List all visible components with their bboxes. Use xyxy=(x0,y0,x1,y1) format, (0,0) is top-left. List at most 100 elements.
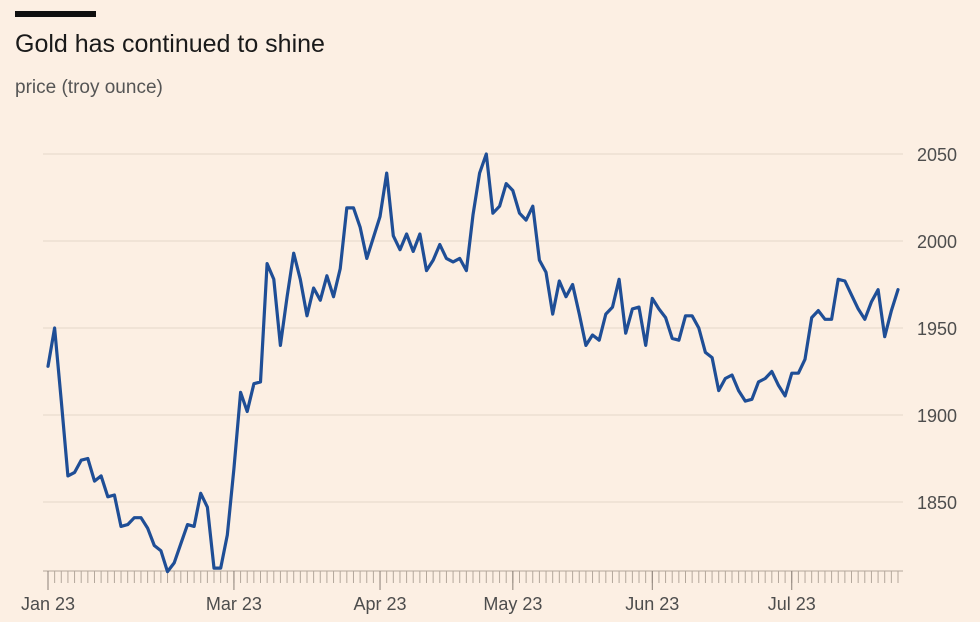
data-point xyxy=(564,295,568,299)
data-point xyxy=(717,389,721,393)
data-point xyxy=(352,206,356,210)
data-point xyxy=(757,380,761,384)
data-point xyxy=(186,523,190,527)
data-point xyxy=(438,243,442,247)
data-point xyxy=(338,267,342,271)
data-point xyxy=(219,566,223,570)
data-point xyxy=(79,458,83,462)
x-tick-label: Jun 23 xyxy=(625,594,679,614)
data-point xyxy=(66,474,70,478)
data-point xyxy=(657,307,661,311)
data-point xyxy=(391,234,395,238)
data-point xyxy=(265,262,269,266)
x-tick-label: Mar 23 xyxy=(206,594,262,614)
data-point xyxy=(278,343,282,347)
data-point xyxy=(670,336,674,340)
data-point xyxy=(478,171,482,175)
data-point xyxy=(146,526,150,530)
data-point xyxy=(53,326,57,330)
data-point xyxy=(86,457,90,461)
data-point xyxy=(245,410,249,414)
y-axis-labels: 1850 1900 1950 2000 2050 xyxy=(917,145,957,513)
data-point xyxy=(199,491,203,495)
data-point xyxy=(684,314,688,318)
data-point xyxy=(405,232,409,236)
data-point xyxy=(179,542,183,546)
data-point xyxy=(504,182,508,186)
data-point xyxy=(411,249,415,253)
data-point xyxy=(604,312,608,316)
data-point xyxy=(577,312,581,316)
data-point xyxy=(856,307,860,311)
data-point xyxy=(690,314,694,318)
x-tick-label: Jul 23 xyxy=(768,594,816,614)
data-point xyxy=(637,305,641,309)
data-point xyxy=(46,364,50,368)
data-point xyxy=(498,204,502,208)
data-point xyxy=(863,317,867,321)
data-point xyxy=(611,305,615,309)
data-point xyxy=(365,256,369,260)
data-point xyxy=(644,343,648,347)
data-point xyxy=(896,288,900,292)
y-tick-label: 1850 xyxy=(917,493,957,513)
chart-title: Gold has continued to shine xyxy=(15,30,325,58)
data-point xyxy=(624,331,628,335)
x-axis: Jan 23 Mar 23 Apr 23 May 23 Jun 23 Jul 23 xyxy=(21,570,903,614)
data-point xyxy=(557,279,561,283)
data-point xyxy=(385,171,389,175)
data-point xyxy=(650,296,654,300)
top-accent-bar xyxy=(15,11,96,17)
data-point xyxy=(544,270,548,274)
data-point xyxy=(777,383,781,387)
data-point xyxy=(750,397,754,401)
data-point xyxy=(59,399,63,403)
data-point xyxy=(889,309,893,313)
data-point xyxy=(876,288,880,292)
data-point xyxy=(551,312,555,316)
data-point xyxy=(318,298,322,302)
data-point xyxy=(677,338,681,342)
data-point xyxy=(591,333,595,337)
data-point xyxy=(743,399,747,403)
data-point xyxy=(252,382,256,386)
data-point xyxy=(225,533,229,537)
data-point xyxy=(259,380,263,384)
data-point xyxy=(292,251,296,255)
data-point xyxy=(571,283,575,287)
x-tick-label: Apr 23 xyxy=(354,594,407,614)
data-point xyxy=(159,549,163,553)
data-point xyxy=(192,524,196,528)
data-point xyxy=(464,269,468,273)
data-point xyxy=(99,474,103,478)
gold-price-line xyxy=(46,152,900,574)
data-point xyxy=(790,371,794,375)
data-point xyxy=(458,256,462,260)
data-point xyxy=(139,516,143,520)
y-tick-label: 2050 xyxy=(917,145,957,165)
data-point xyxy=(345,206,349,210)
data-point xyxy=(398,248,402,252)
data-point xyxy=(703,350,707,354)
data-point xyxy=(830,317,834,321)
data-point xyxy=(850,293,854,297)
data-point xyxy=(205,505,209,509)
data-point xyxy=(172,561,176,565)
data-point xyxy=(597,338,601,342)
data-point xyxy=(737,389,741,393)
data-point xyxy=(697,326,701,330)
data-point xyxy=(816,309,820,313)
data-point xyxy=(471,213,475,217)
series-group xyxy=(46,152,900,574)
data-point xyxy=(730,373,734,377)
data-point xyxy=(770,370,774,374)
y-tick-label: 2000 xyxy=(917,232,957,252)
data-point xyxy=(518,211,522,215)
data-point xyxy=(212,566,216,570)
data-point xyxy=(617,277,621,281)
data-point xyxy=(73,470,77,474)
data-point xyxy=(484,152,488,156)
data-point xyxy=(126,523,130,527)
data-point xyxy=(710,356,714,360)
data-point xyxy=(378,215,382,219)
